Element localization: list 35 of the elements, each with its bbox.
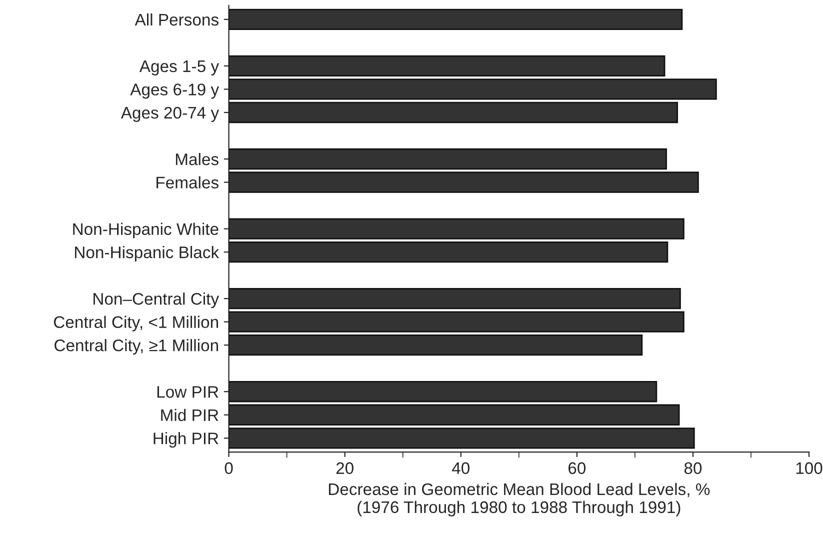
- bar: [228, 381, 658, 402]
- bar: [228, 8, 683, 30]
- bar: [228, 404, 680, 426]
- y-tick-label: All Persons: [134, 13, 218, 26]
- x-tick-label: 40: [452, 462, 470, 474]
- y-tick-label: Males: [176, 152, 218, 166]
- y-tick-label: Low PIR: [157, 386, 218, 398]
- bar: [228, 148, 667, 170]
- y-tick-label: Central City, <1 Million: [54, 316, 218, 332]
- y-tick-label: Mid PIR: [161, 408, 218, 422]
- bar: [228, 218, 684, 240]
- x-tick-label: 0: [224, 462, 233, 474]
- x-tick-label: 60: [568, 462, 586, 474]
- bar: [228, 311, 684, 332]
- y-tick-label: Central City, ≥1 Million: [54, 339, 218, 355]
- y-tick-label: Non–Central City: [94, 292, 220, 308]
- y-tick-label: High PIR: [154, 432, 218, 448]
- y-tick-label: Ages 1-5 y: [139, 60, 220, 76]
- bar: [228, 102, 678, 124]
- bar: [228, 288, 681, 310]
- y-tick-label: Ages 6-19 y: [130, 84, 220, 99]
- bar: [228, 241, 668, 263]
- bar: [228, 428, 695, 449]
- y-tick-label: Ages 20-74 y: [120, 106, 220, 122]
- x-axis-title: Decrease in Geometric Mean Blood Lead Levels, % (1976 Through 1980 to 1988 Through 1991): [328, 482, 710, 516]
- bar: [228, 172, 699, 193]
- bar: [228, 55, 666, 77]
- x-tick-label: 100: [796, 462, 822, 474]
- x-tick-label: 80: [684, 462, 702, 474]
- y-tick-label: Females: [156, 176, 218, 188]
- x-tick-label: 20: [336, 462, 354, 474]
- y-tick-label: Non-Hispanic White: [73, 222, 218, 238]
- bar: [228, 78, 717, 100]
- bar: [228, 334, 643, 356]
- y-tick-label: Non-Hispanic Black: [75, 246, 220, 262]
